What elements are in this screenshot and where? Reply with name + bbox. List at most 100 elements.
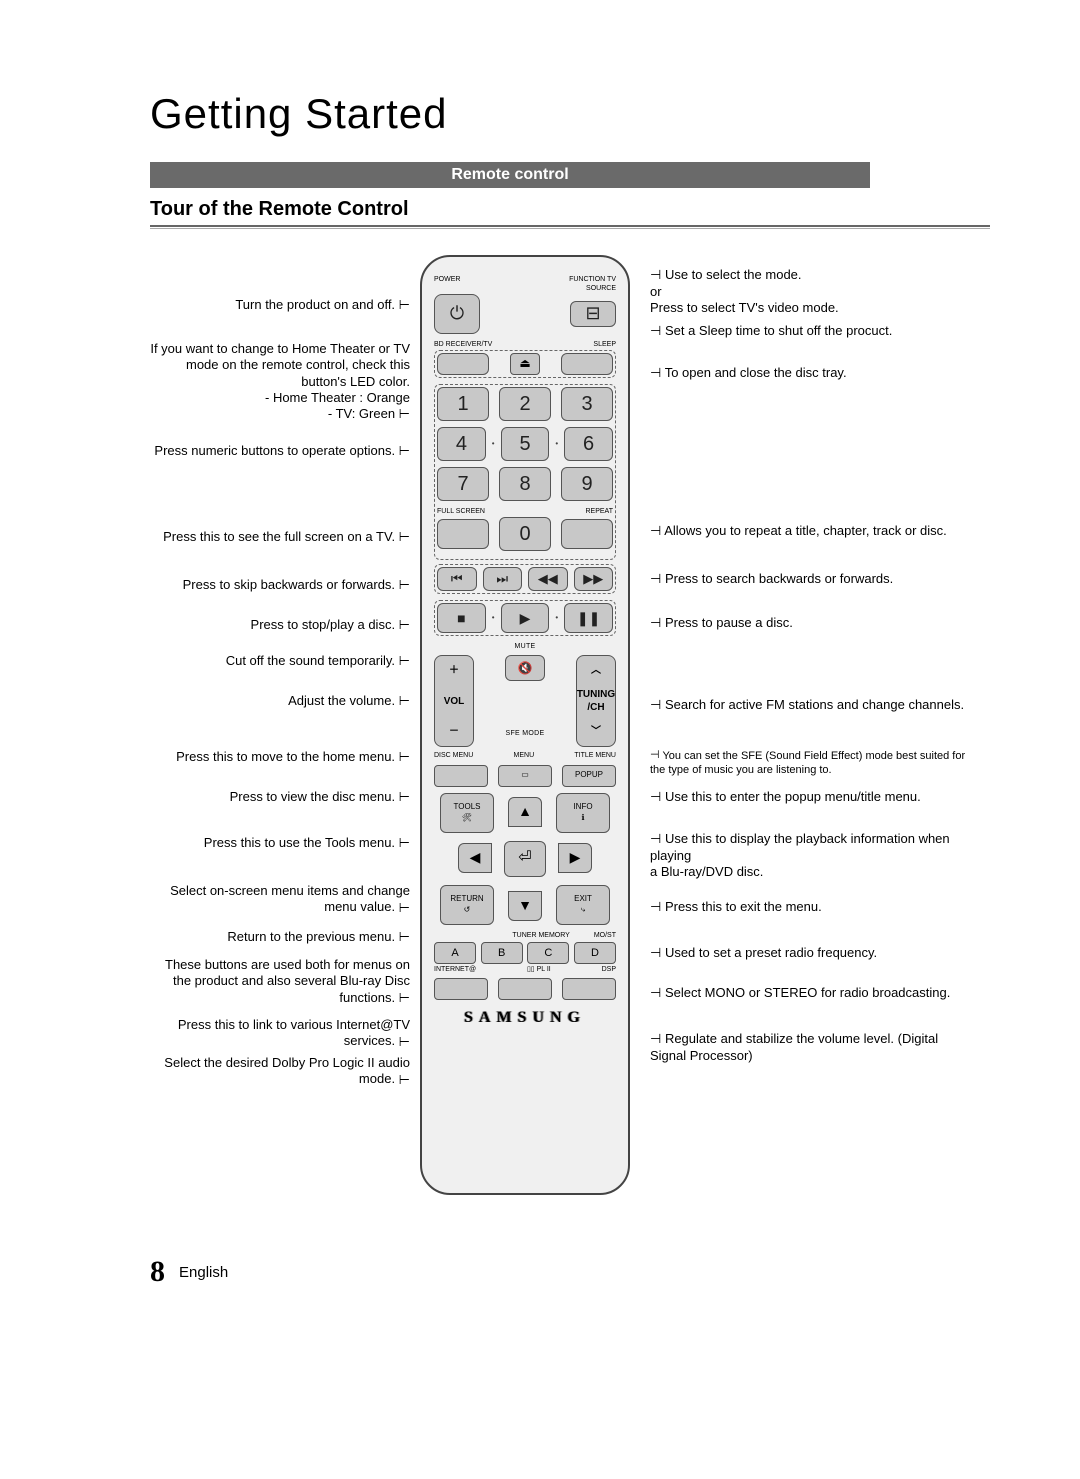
right-callout-2: ⊣ To open and close the disc tray. — [650, 365, 970, 382]
disc-menu-button[interactable] — [434, 765, 488, 787]
page-footer: 8 English — [150, 1255, 990, 1289]
play-button[interactable]: ▶ — [501, 603, 550, 633]
label-sleep: SLEEP — [593, 340, 616, 349]
right-callout-11: ⊣ Used to set a preset radio frequency. — [650, 945, 970, 962]
num-9[interactable]: 9 — [561, 467, 613, 501]
label-sfe: SFE MODE — [506, 729, 545, 738]
remote-diagram: Turn the product on and off. ⊢If you wan… — [150, 255, 990, 1215]
label-function: FUNCTION TV SOURCE — [566, 275, 616, 293]
label-most: MO/ST — [594, 931, 616, 940]
right-callout-3: ⊣ Allows you to repeat a title, chapter,… — [650, 523, 970, 540]
function-button[interactable]: ⊟ — [570, 301, 616, 327]
section-bar: Remote control — [150, 162, 870, 188]
dpad-left[interactable]: ◀ — [458, 843, 492, 873]
left-callout-3: Press this to see the full screen on a T… — [150, 529, 410, 546]
volume-rocker[interactable]: ＋VOL－ — [434, 655, 474, 747]
tuning-rocker[interactable]: ︿TUNING /CH﹀ — [576, 655, 616, 747]
skip-fwd-button[interactable]: ⏭ — [483, 567, 523, 591]
info-button[interactable]: INFOℹ — [556, 793, 610, 833]
left-callout-9: Press to view the disc menu. ⊢ — [150, 789, 410, 806]
label-full-screen: FULL SCREEN — [437, 507, 485, 516]
dolby-button[interactable] — [498, 978, 552, 1000]
left-callout-12: Return to the previous menu. ⊢ — [150, 929, 410, 946]
language-label: English — [179, 1264, 228, 1281]
dpad-up[interactable]: ▲ — [508, 797, 542, 827]
exit-button[interactable]: EXIT⤷ — [556, 885, 610, 925]
right-callout-5: ⊣ Press to pause a disc. — [650, 615, 970, 632]
skip-back-button[interactable]: ⏮ — [437, 567, 477, 591]
label-repeat: REPEAT — [586, 507, 614, 516]
left-callout-14: Press this to link to various Internet@T… — [150, 1017, 410, 1050]
left-callout-10: Press this to use the Tools menu. ⊢ — [150, 835, 410, 852]
page-number: 8 — [150, 1255, 165, 1289]
right-callout-0: ⊣ Use to select the mode.orPress to sele… — [650, 267, 970, 316]
label-tuner-mem: TUNER MEMORY — [512, 931, 569, 940]
num-3[interactable]: 3 — [561, 387, 613, 421]
right-callout-10: ⊣ Press this to exit the menu. — [650, 899, 970, 916]
b-button[interactable]: B — [481, 942, 523, 964]
page-title: Getting Started — [150, 90, 990, 138]
eject-button[interactable]: ⏏ — [510, 353, 540, 375]
label-mute: MUTE — [434, 642, 616, 651]
repeat-button[interactable] — [561, 519, 613, 549]
num-8[interactable]: 8 — [499, 467, 551, 501]
brand-logo: SAMSUNG — [434, 1008, 616, 1029]
left-callout-15: Select the desired Dolby Pro Logic II au… — [150, 1055, 410, 1088]
pause-button[interactable]: ❚❚ — [564, 603, 613, 633]
mute-button[interactable]: 🔇 — [505, 655, 545, 681]
right-callout-6: ⊣ Search for active FM stations and chan… — [650, 697, 970, 714]
full-screen-button[interactable] — [437, 519, 489, 549]
num-7[interactable]: 7 — [437, 467, 489, 501]
tuning-label: TUNING /CH — [577, 688, 615, 714]
vol-label: VOL — [444, 695, 465, 708]
enter-button[interactable]: ⏎ — [504, 841, 546, 877]
right-callout-13: ⊣ Regulate and stabilize the volume leve… — [650, 1031, 970, 1064]
menu-button[interactable]: ▭ — [498, 765, 552, 787]
bd-receiver-button[interactable] — [437, 353, 489, 375]
divider-rule — [150, 225, 990, 229]
right-callout-7: ⊣ You can set the SFE (Sound Field Effec… — [650, 749, 970, 777]
num-2[interactable]: 2 — [499, 387, 551, 421]
right-callout-4: ⊣ Press to search backwards or forwards. — [650, 571, 970, 588]
left-callout-4: Press to skip backwards or forwards. ⊢ — [150, 577, 410, 594]
dpad: TOOLS🛠 INFOℹ ▲ ▼ ◀ ▶ ⏎ RETURN↺ EXIT⤷ — [440, 793, 610, 925]
remote-body: POWER FUNCTION TV SOURCE ⏻ ⊟ BD RECEIVER/… — [420, 255, 630, 1195]
dsp-button[interactable] — [562, 978, 616, 1000]
left-callout-13: These buttons are used both for menus on… — [150, 957, 410, 1006]
left-callout-1: If you want to change to Home Theater or… — [150, 341, 410, 423]
return-button[interactable]: RETURN↺ — [440, 885, 494, 925]
search-back-button[interactable]: ◀◀ — [528, 567, 568, 591]
dpad-down[interactable]: ▼ — [508, 891, 542, 921]
title-menu-button[interactable]: POPUP — [562, 765, 616, 787]
power-button[interactable]: ⏻ — [434, 294, 480, 334]
a-button[interactable]: A — [434, 942, 476, 964]
left-callout-5: Press to stop/play a disc. ⊢ — [150, 617, 410, 634]
stop-button[interactable]: ■ — [437, 603, 486, 633]
label-title-menu: TITLE MENU — [574, 751, 616, 760]
right-callout-12: ⊣ Select MONO or STEREO for radio broadc… — [650, 985, 970, 1002]
tools-button[interactable]: TOOLS🛠 — [440, 793, 494, 833]
dpad-right[interactable]: ▶ — [558, 843, 592, 873]
sleep-button[interactable] — [561, 353, 613, 375]
label-internet: INTERNET@ — [434, 965, 476, 974]
num-0[interactable]: 0 — [499, 517, 551, 551]
right-callout-9: ⊣ Use this to display the playback infor… — [650, 831, 970, 880]
label-menu: MENU — [514, 751, 535, 760]
left-callout-8: Press this to move to the home menu. ⊢ — [150, 749, 410, 766]
label-power: POWER — [434, 275, 460, 293]
label-bd-receiver: BD RECEIVER/TV — [434, 340, 492, 349]
left-callout-7: Adjust the volume. ⊢ — [150, 693, 410, 710]
search-fwd-button[interactable]: ▶▶ — [574, 567, 614, 591]
num-1[interactable]: 1 — [437, 387, 489, 421]
left-callout-6: Cut off the sound temporarily. ⊢ — [150, 653, 410, 670]
label-dsp: DSP — [602, 965, 616, 974]
d-button[interactable]: D — [574, 942, 616, 964]
num-6[interactable]: 6 — [564, 427, 613, 461]
label-dolby: ▯▯ PL II — [527, 965, 551, 974]
num-4[interactable]: 4 — [437, 427, 486, 461]
c-button[interactable]: C — [527, 942, 569, 964]
internet-button[interactable] — [434, 978, 488, 1000]
label-disc-menu: DISC MENU — [434, 751, 473, 760]
subtitle: Tour of the Remote Control — [150, 198, 990, 221]
num-5[interactable]: 5 — [501, 427, 550, 461]
